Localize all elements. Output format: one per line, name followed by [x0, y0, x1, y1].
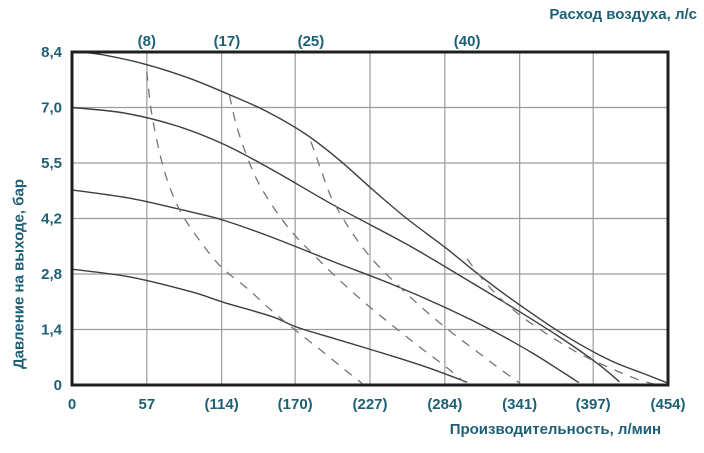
y-tick-label: 4,2 — [41, 211, 62, 228]
plot-border — [70, 50, 670, 387]
performance-curve — [71, 50, 667, 384]
x-tick-label: (114) — [205, 396, 239, 413]
x-tick-label: (397) — [576, 396, 611, 413]
y-tick-label: 7,0 — [41, 100, 62, 117]
air-consumption-curve — [466, 258, 656, 385]
y-tick-label: 1,4 — [41, 322, 63, 339]
x-tick-label: (227) — [352, 396, 387, 413]
y-tick-label: 5,5 — [41, 155, 62, 172]
top-tick-label: (25) — [298, 33, 325, 50]
top-tick-label: (17) — [214, 33, 241, 50]
top-tick-label: (40) — [454, 33, 481, 50]
y-tick-label: 0 — [54, 377, 62, 394]
x-tick-label: (454) — [650, 396, 685, 413]
x-tick-label: 57 — [138, 396, 155, 413]
y-tick-label: 2,8 — [41, 266, 62, 283]
air-consumption-curve — [310, 141, 521, 384]
x-axis-title: Производительность, л/мин — [449, 421, 661, 438]
x-tick-label: (170) — [278, 396, 313, 413]
performance-curve — [71, 106, 620, 383]
top-tick-label: (8) — [138, 33, 156, 50]
y-tick-label: 8,4 — [41, 44, 63, 61]
x-tick-label: 0 — [68, 396, 76, 413]
x-tick-label: (284) — [427, 396, 462, 413]
x-tick-label: (341) — [502, 396, 537, 413]
performance-curve — [71, 268, 468, 383]
top-axis-title: Расход воздуха, л/с — [549, 6, 697, 23]
air-consumption-curve — [146, 71, 363, 384]
performance-curve — [71, 189, 580, 384]
air-consumption-curve — [228, 95, 465, 383]
